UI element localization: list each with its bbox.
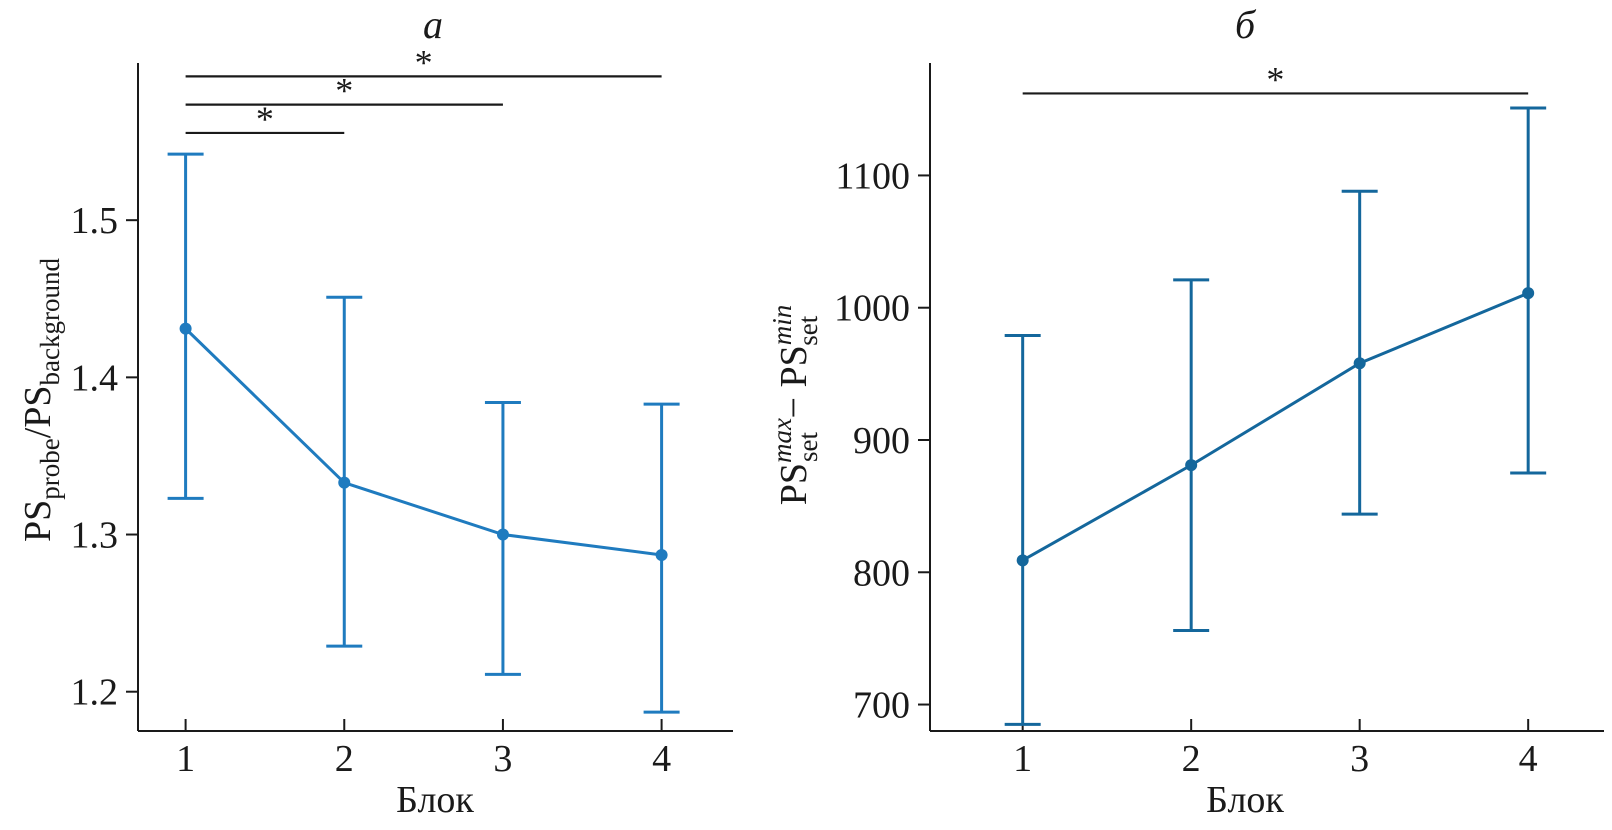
panel-a-error-bars	[167, 152, 680, 714]
x-tick-label: 2	[1182, 738, 1201, 780]
y-tick-label: 800	[853, 552, 910, 594]
y-tick-label: 900	[853, 420, 910, 462]
series-line	[184, 327, 662, 557]
panel-b-x-ticks: 1 2 3 4	[1013, 719, 1538, 780]
panel-a-x-ticks: 1 2 3 4	[176, 719, 671, 780]
significance-star: *	[415, 42, 433, 82]
data-point	[1016, 554, 1029, 567]
panel-b-y-label-sup2: min	[767, 305, 797, 346]
y-tick-label: 1.4	[71, 357, 119, 399]
data-point	[496, 528, 509, 541]
x-tick-label: 4	[652, 738, 671, 780]
y-tick-label: 1000	[834, 288, 910, 330]
panel-a-significance: * * *	[185, 42, 662, 139]
panel-b-y-label-base1: PS	[773, 463, 815, 505]
panel-b-y-label-base2: PS	[773, 345, 815, 387]
panel-b-points	[1016, 287, 1535, 567]
significance-star: *	[256, 99, 274, 139]
error-bar	[1173, 278, 1210, 632]
panel-a-y-label: PSprobe/PSbackground	[17, 257, 65, 542]
panel-a-y-ticks: 1.2 1.3 1.4 1.5	[71, 200, 138, 714]
panel-b-y-label-sub1: set	[793, 431, 823, 461]
y-tick-label: 1100	[835, 155, 910, 197]
x-tick-label: 1	[176, 738, 195, 780]
data-point	[338, 476, 351, 489]
y-tick-label: 700	[853, 685, 910, 727]
panel-a-y-label-sep: /	[17, 427, 59, 438]
significance-star: *	[1266, 59, 1284, 99]
error-bar	[1341, 189, 1378, 516]
panel-b-series	[1021, 291, 1529, 562]
error-bar	[1004, 333, 1041, 726]
error-bar	[326, 295, 363, 648]
panel-b-significance: *	[1022, 59, 1529, 99]
panel-b-y-label-sup1: max	[767, 418, 797, 463]
x-tick-label: 4	[1519, 738, 1538, 780]
panel-b-y-label: PSmaxset − PSminset	[767, 305, 823, 505]
data-point	[1353, 357, 1366, 370]
panel-a-series	[184, 327, 662, 557]
panel-a-y-label-base2: PS	[17, 385, 59, 427]
data-point	[1185, 459, 1198, 472]
panel-a-points	[179, 322, 668, 561]
x-tick-label: 2	[335, 738, 354, 780]
y-tick-label: 1.3	[71, 515, 119, 557]
data-point	[655, 548, 668, 561]
panel-a-y-label-sub1: probe	[35, 438, 65, 499]
panel-b-y-ticks: 700 800 900 1000 1100	[834, 155, 930, 727]
y-tick-label: 1.5	[71, 200, 119, 242]
panel-a-x-label: Блок	[396, 779, 474, 821]
x-tick-label: 3	[1350, 738, 1369, 780]
x-tick-label: 1	[1013, 738, 1032, 780]
significance-star: *	[335, 71, 353, 111]
panel-b-y-label-sep: −	[773, 388, 815, 428]
panel-b-x-label: Блок	[1206, 779, 1284, 821]
panel-b-y-label-sub2: set	[793, 315, 823, 345]
data-point	[1522, 287, 1535, 300]
panel-b-title: б	[1235, 2, 1257, 47]
panel-a-y-label-sub2: background	[35, 257, 65, 385]
panel-a-y-label-base1: PS	[17, 500, 59, 542]
y-tick-label: 1.2	[71, 672, 119, 714]
series-line	[1021, 291, 1529, 562]
x-tick-label: 3	[493, 738, 512, 780]
panel-b-error-bars	[1004, 106, 1547, 726]
panel-a-title: а	[423, 2, 443, 47]
data-point	[179, 322, 192, 335]
